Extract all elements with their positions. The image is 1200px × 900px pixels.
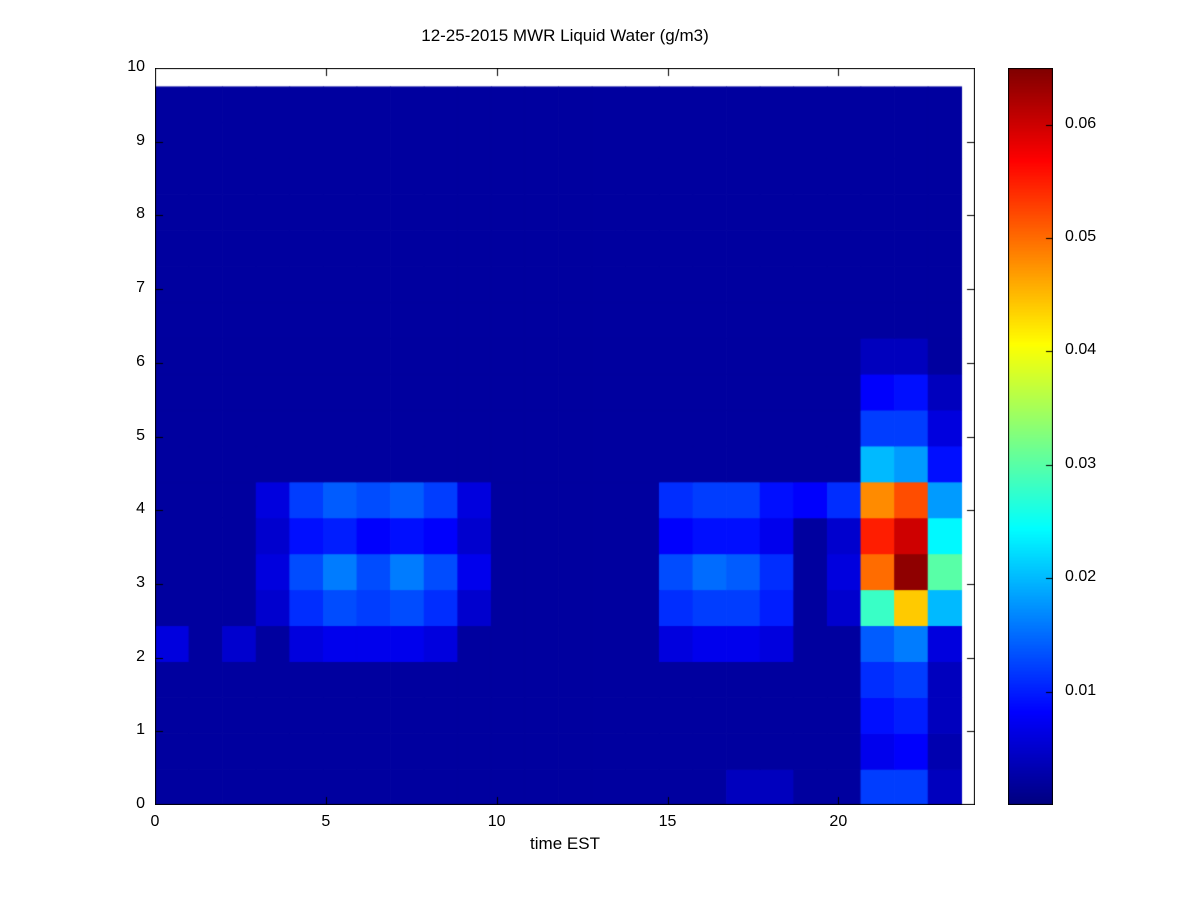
y-tick-label: 5 [136, 426, 145, 444]
y-tick-label: 10 [127, 58, 145, 75]
y-tick-label: 4 [136, 500, 145, 518]
x-tick-label: 0 [150, 813, 160, 830]
x-tick-label: 20 [829, 813, 848, 830]
heatmap-canvas [155, 68, 975, 805]
y-tick-label: 7 [136, 279, 145, 297]
colorbar-tick-label: 0.05 [1065, 228, 1097, 246]
plot-title: 12-25-2015 MWR Liquid Water (g/m3) [421, 26, 709, 45]
colorbar-tick-label: 0.01 [1065, 681, 1097, 699]
colorbar-tick-label: 0.02 [1065, 568, 1097, 586]
y-tick-label: 9 [136, 131, 145, 149]
y-tick-label: 3 [136, 573, 145, 591]
colorbar-tick-label: 0.03 [1065, 454, 1097, 472]
colorbar-canvas [1008, 68, 1053, 805]
y-tick-label: 0 [136, 795, 145, 812]
x-tick-label: 5 [321, 813, 331, 830]
y-tick-label: 6 [136, 352, 145, 370]
y-tick-label: 8 [136, 205, 145, 223]
x-axis-label: time EST [530, 834, 600, 853]
x-tick-label: 15 [658, 813, 677, 830]
colorbar-tick-label: 0.06 [1065, 114, 1097, 132]
x-tick-label: 10 [487, 813, 506, 830]
y-tick-label: 1 [136, 721, 145, 739]
colorbar-tick-label: 0.04 [1065, 341, 1097, 359]
y-tick-label: 2 [136, 647, 145, 665]
